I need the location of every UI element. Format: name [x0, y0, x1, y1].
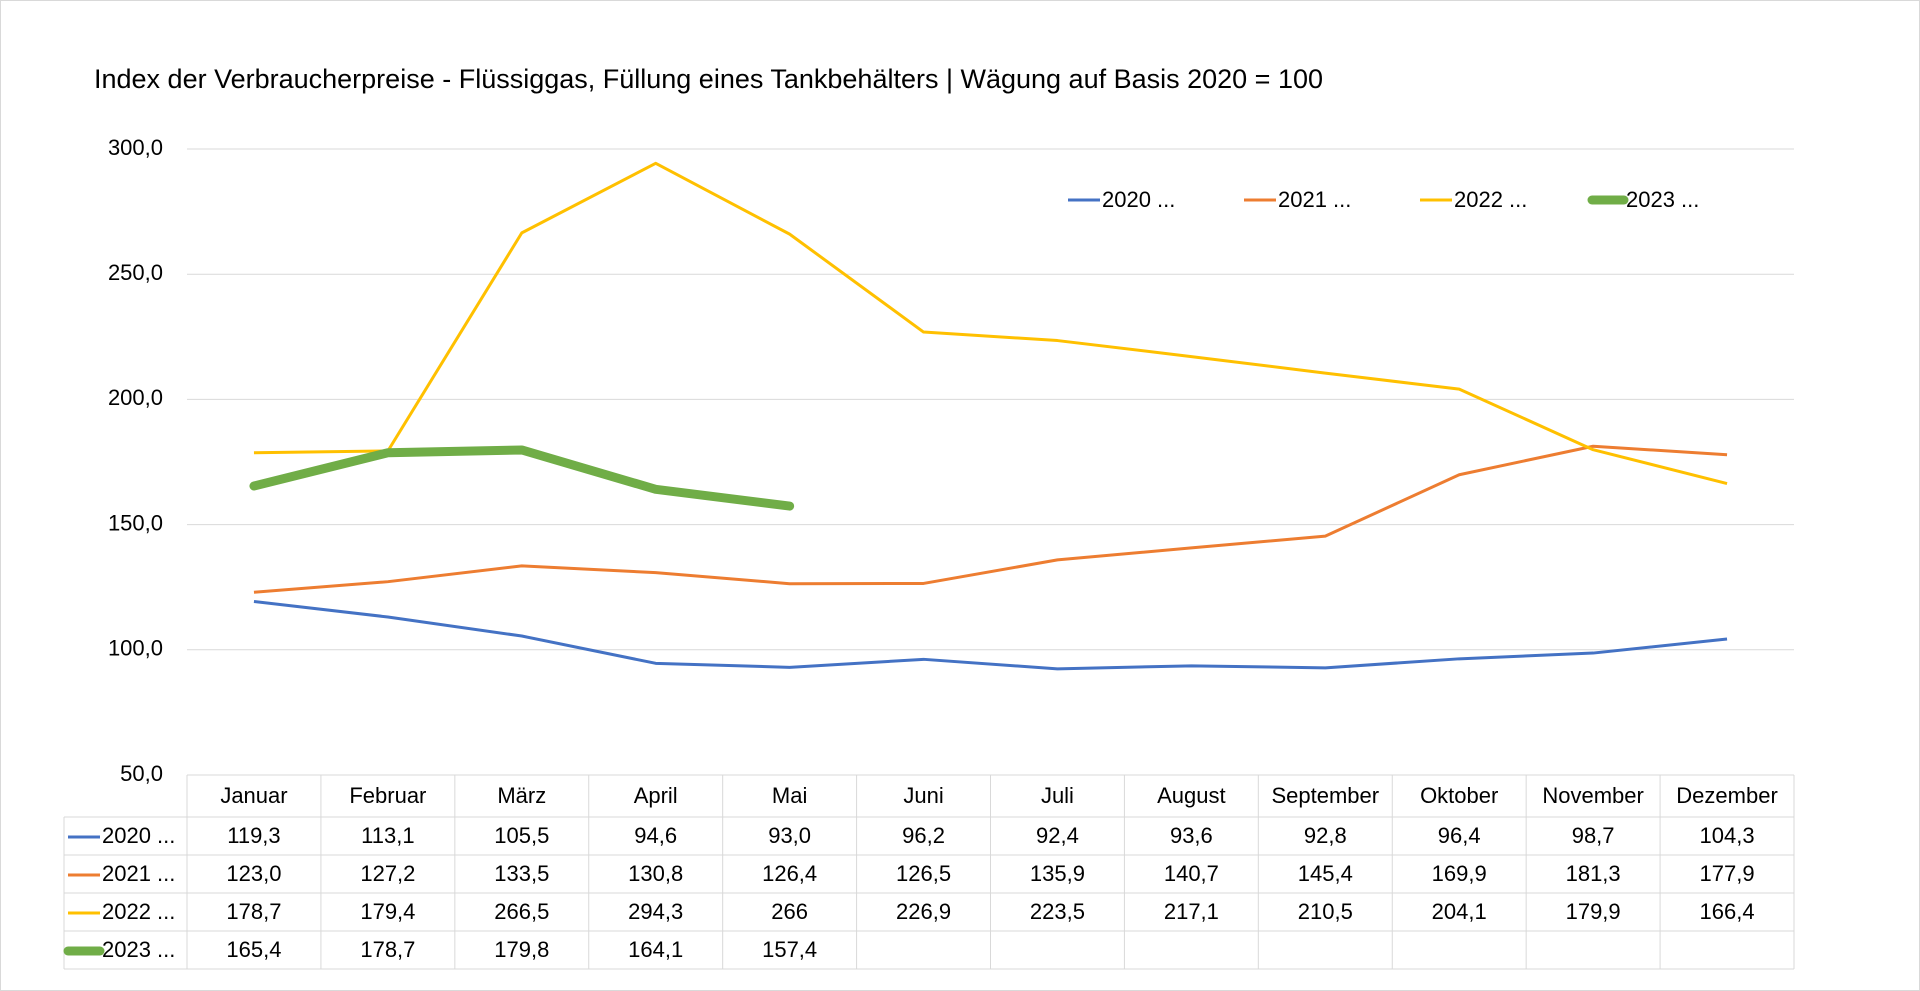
table-value: 179,9 — [1566, 899, 1621, 924]
table-value: 145,4 — [1298, 861, 1353, 886]
table-value: 119,3 — [227, 823, 280, 848]
table-series-name: 2021 ... — [102, 861, 175, 886]
y-tick-label: 250,0 — [108, 260, 163, 285]
table-value: 266 — [771, 899, 808, 924]
table-value: 135,9 — [1030, 861, 1085, 886]
table-value: 164,1 — [628, 937, 683, 962]
table-value: 126,4 — [762, 861, 817, 886]
table-value: 105,5 — [494, 823, 549, 848]
x-tick-label: Februar — [349, 783, 426, 808]
table-value: 226,9 — [896, 899, 951, 924]
y-tick-label: 50,0 — [120, 761, 163, 786]
table-value: 178,7 — [360, 937, 415, 962]
y-tick-label: 100,0 — [108, 636, 163, 661]
table-value: 157,4 — [762, 937, 817, 962]
table-series-name: 2023 ... — [102, 937, 175, 962]
x-tick-label: Januar — [220, 783, 287, 808]
table-value: 92,4 — [1036, 823, 1079, 848]
x-tick-label: Juni — [903, 783, 943, 808]
table-value: 96,2 — [902, 823, 945, 848]
table-value: 178,7 — [226, 899, 281, 924]
y-tick-label: 300,0 — [108, 135, 163, 160]
x-tick-label: März — [497, 783, 546, 808]
table-series-name: 2022 ... — [102, 899, 175, 924]
table-value: 169,9 — [1432, 861, 1487, 886]
table-value: 181,3 — [1566, 861, 1621, 886]
table-value: 94,6 — [634, 823, 677, 848]
legend-label: 2020 ... — [1102, 187, 1175, 212]
table-value: 204,1 — [1432, 899, 1487, 924]
chart-title: Index der Verbraucherpreise - Flüssiggas… — [94, 64, 1323, 94]
series-line — [253, 444, 1728, 594]
x-tick-label: Mai — [772, 783, 807, 808]
x-tick-label: September — [1271, 783, 1379, 808]
table-series-name: 2020 ... — [102, 823, 175, 848]
table-value: 130,8 — [628, 861, 683, 886]
table-value: 177,9 — [1700, 861, 1755, 886]
table-value: 92,8 — [1304, 823, 1347, 848]
x-tick-label: August — [1157, 783, 1226, 808]
table-value: 113,1 — [361, 823, 414, 848]
x-tick-label: April — [634, 783, 678, 808]
x-tick-label: Juli — [1041, 783, 1074, 808]
table-value: 217,1 — [1164, 899, 1219, 924]
table-value: 126,5 — [896, 861, 951, 886]
x-tick-label: November — [1542, 783, 1643, 808]
table-value: 93,6 — [1170, 823, 1213, 848]
legend-label: 2021 ... — [1278, 187, 1351, 212]
series-line — [249, 445, 795, 511]
table-value: 127,2 — [360, 861, 415, 886]
series-line — [253, 161, 1728, 485]
y-tick-label: 200,0 — [108, 385, 163, 410]
legend-label: 2023 ... — [1626, 187, 1699, 212]
table-value: 98,7 — [1572, 823, 1615, 848]
x-tick-label: Dezember — [1676, 783, 1777, 808]
table-value: 133,5 — [494, 861, 549, 886]
table-value: 104,3 — [1700, 823, 1755, 848]
series-line — [253, 599, 1728, 671]
table-value: 210,5 — [1298, 899, 1353, 924]
x-tick-label: Oktober — [1420, 783, 1498, 808]
table-value: 294,3 — [628, 899, 683, 924]
table-value: 179,8 — [494, 937, 549, 962]
table-value: 165,4 — [226, 937, 281, 962]
legend-label: 2022 ... — [1454, 187, 1527, 212]
table-value: 140,7 — [1164, 861, 1219, 886]
y-tick-label: 150,0 — [108, 510, 163, 535]
table-value: 166,4 — [1700, 899, 1755, 924]
table-value: 93,0 — [768, 823, 811, 848]
table-value: 179,4 — [360, 899, 415, 924]
table-value: 223,5 — [1030, 899, 1085, 924]
table-value: 266,5 — [494, 899, 549, 924]
table-value: 96,4 — [1438, 823, 1481, 848]
table-value: 123,0 — [226, 861, 281, 886]
